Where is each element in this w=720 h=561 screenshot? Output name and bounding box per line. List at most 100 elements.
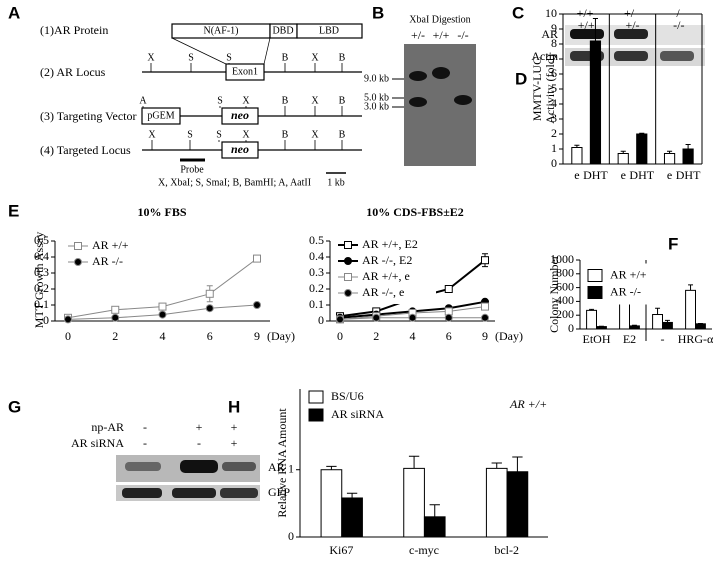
error-bar bbox=[491, 462, 502, 469]
site: B bbox=[282, 52, 289, 63]
site: X bbox=[147, 52, 155, 63]
y-tick-label: 5 bbox=[551, 81, 557, 95]
panel-label: H bbox=[228, 397, 240, 416]
band bbox=[122, 488, 162, 498]
marker bbox=[158, 310, 167, 319]
error-bar bbox=[639, 132, 645, 134]
blot-title: XbaI Digestion bbox=[409, 14, 470, 25]
legend-marker bbox=[344, 257, 352, 265]
x-tick-label: 9 bbox=[482, 329, 488, 343]
bar bbox=[341, 497, 363, 538]
x-axis-label: (Day) bbox=[495, 329, 523, 343]
charts: D MMTV-LUC Activity (fold)012345678910+/+e… bbox=[8, 6, 714, 557]
probe-label: Probe bbox=[180, 164, 204, 175]
error-bar bbox=[326, 465, 337, 470]
x-tick-label: 4 bbox=[410, 329, 416, 343]
lane-label: -/- bbox=[672, 6, 683, 20]
y-tick-label: 0 bbox=[568, 321, 574, 335]
domain-label: LBD bbox=[319, 25, 339, 36]
legend-box bbox=[66, 235, 158, 273]
x-axis-label: (Day) bbox=[267, 329, 295, 343]
error-bar bbox=[429, 504, 440, 517]
marker bbox=[336, 315, 344, 324]
row-title: (4) Targeted Locus bbox=[40, 143, 131, 157]
bar-label: e bbox=[621, 168, 626, 182]
x-tick-label: 6 bbox=[207, 329, 213, 343]
panel-label: F bbox=[668, 234, 678, 253]
site: S bbox=[226, 52, 232, 63]
condition-value: - bbox=[143, 420, 147, 434]
lane-label: -/- bbox=[457, 28, 468, 42]
lane-label: +/- bbox=[624, 6, 638, 20]
x-tick-label: 4 bbox=[160, 329, 166, 343]
y-tick-label: 6 bbox=[551, 66, 557, 80]
row-title: (2) AR Locus bbox=[40, 65, 106, 79]
site-ticks bbox=[151, 140, 343, 150]
x-tick-label: EtOH bbox=[583, 332, 611, 346]
bar bbox=[662, 321, 673, 330]
site: X bbox=[242, 95, 250, 106]
row-label: Actin bbox=[531, 49, 558, 63]
bar-label: e bbox=[574, 168, 579, 182]
bar bbox=[589, 40, 602, 165]
y-tick-label: 1 bbox=[551, 141, 557, 155]
band bbox=[614, 51, 648, 61]
bar bbox=[652, 314, 663, 330]
y-tick-label: 4 bbox=[551, 96, 557, 110]
error-bar bbox=[685, 144, 691, 149]
band bbox=[614, 29, 648, 39]
x-tick-label: 0 bbox=[65, 329, 71, 343]
x-tick-label: bcl-2 bbox=[494, 543, 519, 557]
domain-box bbox=[296, 23, 363, 39]
lane-label: +/- bbox=[411, 28, 425, 42]
x-tick-label: HRG-α bbox=[678, 332, 714, 346]
error-bar bbox=[631, 324, 637, 326]
key: X, XbaI; S, SmaI; B, BamHI; A, AatII bbox=[158, 177, 311, 188]
site: S bbox=[187, 129, 193, 140]
x-tick-label: 6 bbox=[446, 329, 452, 343]
site-ticks bbox=[150, 63, 343, 72]
error-bar bbox=[620, 150, 626, 154]
y-tick-label: 0.5 bbox=[309, 233, 324, 247]
size-label: 3.0 kb bbox=[364, 101, 389, 112]
panel-label: D bbox=[515, 69, 527, 88]
band bbox=[172, 488, 216, 498]
bar bbox=[682, 148, 694, 165]
row-label: AR bbox=[268, 460, 285, 474]
lane-label: +/+ bbox=[433, 28, 450, 42]
y-tick-label: 0.3 bbox=[309, 265, 324, 279]
marker bbox=[444, 313, 453, 322]
band bbox=[222, 462, 256, 471]
panel-label: C bbox=[512, 3, 524, 22]
neo-label: neo bbox=[231, 108, 249, 122]
site: A bbox=[139, 95, 147, 106]
legend-swatch bbox=[587, 269, 603, 282]
bar-label: DHT bbox=[629, 168, 654, 182]
y-tick-label: 7 bbox=[551, 51, 557, 65]
marker bbox=[372, 313, 381, 322]
exon-label: Exon1 bbox=[232, 66, 258, 77]
band bbox=[454, 95, 472, 105]
y-axis-label: MMTV-LUC bbox=[530, 57, 544, 121]
row-title: (1)AR Protein bbox=[40, 23, 108, 37]
y-tick-label: 1000 bbox=[550, 252, 574, 266]
y-tick-label: 800 bbox=[556, 266, 574, 280]
y-tick-label: 9 bbox=[551, 21, 557, 35]
legend-marker bbox=[344, 241, 352, 249]
legend-label: AR siRNA bbox=[331, 407, 384, 421]
neo-box bbox=[221, 107, 259, 125]
error-bar bbox=[512, 456, 523, 472]
row-title: (3) Targeting Vector bbox=[40, 109, 136, 123]
y-tick-label: 0.5 bbox=[34, 233, 49, 247]
bar bbox=[663, 153, 676, 165]
marker bbox=[158, 302, 167, 311]
legend-marker bbox=[344, 273, 352, 281]
marker bbox=[205, 289, 214, 298]
row-label: GFP bbox=[268, 485, 290, 499]
marker bbox=[111, 305, 120, 314]
legend-label: AR -/- bbox=[610, 284, 641, 298]
legend-marker bbox=[74, 242, 82, 250]
legend-label: AR -/-, E2 bbox=[362, 253, 412, 267]
bar-label: DHT bbox=[676, 168, 701, 182]
domain-label: N(AF-1) bbox=[204, 25, 239, 36]
